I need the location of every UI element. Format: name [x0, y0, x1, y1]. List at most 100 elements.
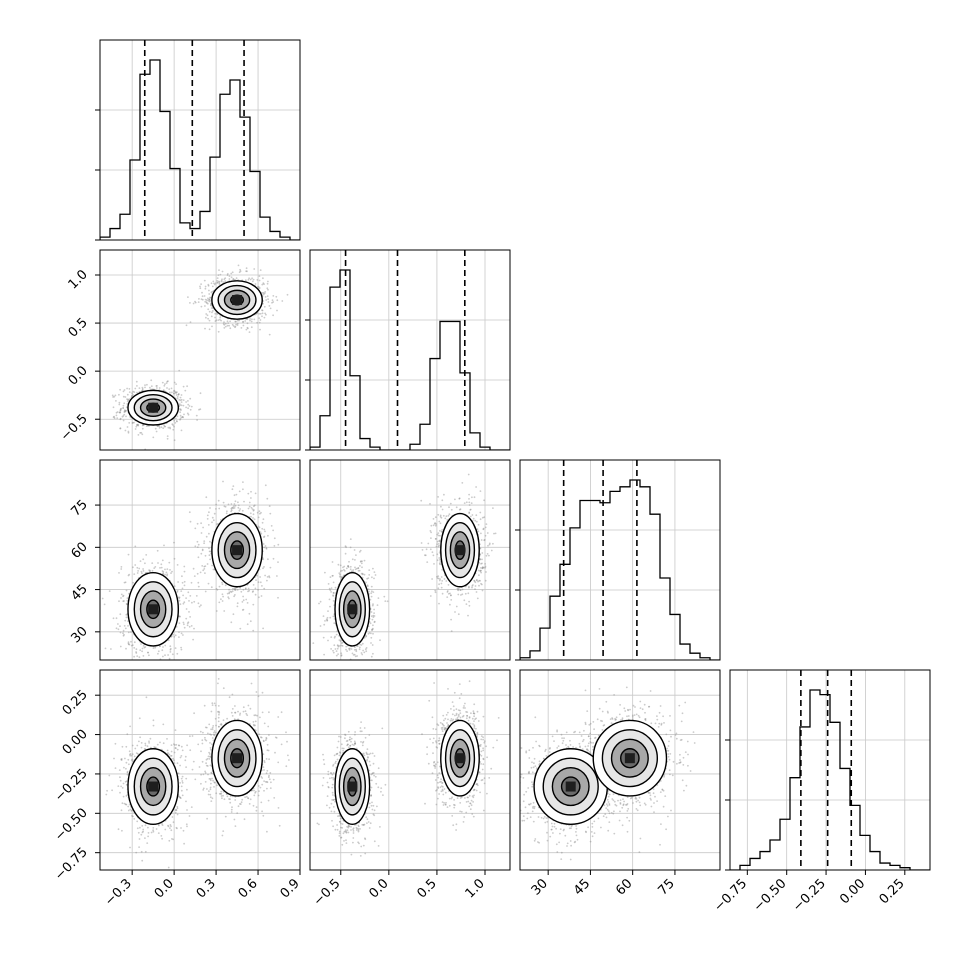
scatter-point — [246, 270, 248, 273]
scatter-point — [258, 275, 261, 277]
scatter-point — [372, 567, 374, 570]
scatter-point — [205, 316, 207, 319]
scatter-point — [369, 676, 371, 678]
scatter-point — [112, 617, 115, 620]
scatter-point — [261, 521, 264, 524]
scatter-point — [347, 565, 349, 568]
scatter-point — [347, 565, 350, 568]
scatter-point — [361, 560, 363, 563]
scatter-point — [183, 565, 186, 568]
scatter-point — [230, 591, 233, 593]
scatter-point — [126, 400, 129, 403]
scatter-point — [436, 577, 439, 579]
scatter-point — [178, 631, 180, 633]
scatter-point — [154, 427, 157, 430]
scatter-point — [136, 385, 138, 387]
scatter-point — [245, 270, 248, 273]
scatter-point — [125, 415, 127, 418]
scatter-point — [319, 600, 322, 603]
scatter-point — [212, 519, 215, 522]
scatter-point — [218, 280, 221, 283]
scatter-point — [162, 389, 165, 391]
scatter-point — [485, 523, 488, 525]
scatter-point — [118, 411, 121, 414]
scatter-point — [440, 586, 443, 589]
scatter-point — [319, 625, 322, 627]
density-peak — [148, 604, 159, 615]
scatter-point — [434, 538, 437, 540]
scatter-point — [219, 273, 222, 276]
scatter-point — [354, 646, 356, 648]
scatter-point — [352, 569, 355, 571]
scatter-point — [127, 643, 130, 646]
scatter-point — [177, 581, 180, 583]
scatter-point — [373, 571, 376, 573]
scatter-point — [371, 628, 374, 631]
scatter-point — [260, 511, 262, 514]
scatter-point — [238, 509, 241, 512]
scatter-point — [371, 629, 373, 632]
scatter-point — [222, 595, 225, 598]
scatter-point — [358, 648, 361, 651]
scatter-point — [233, 595, 236, 598]
scatter-point — [200, 298, 203, 301]
scatter-point — [373, 577, 375, 580]
scatter-point — [216, 313, 219, 315]
scatter-point — [240, 590, 243, 593]
scatter-point — [371, 576, 373, 579]
scatter-point — [178, 399, 181, 401]
scatter-point — [206, 302, 209, 305]
scatter-point — [127, 574, 130, 577]
scatter-point — [166, 437, 169, 440]
scatter-point — [176, 391, 178, 393]
scatter-point — [122, 632, 124, 635]
scatter-point — [436, 533, 439, 536]
scatter-point — [127, 398, 129, 401]
scatter-point — [343, 568, 345, 571]
scatter-point — [242, 488, 244, 491]
scatter-point — [237, 319, 239, 322]
scatter-point — [263, 528, 266, 531]
scatter-point — [142, 568, 145, 570]
scatter-point — [125, 406, 128, 409]
joint-panel-2-1 — [310, 460, 510, 678]
scatter-point — [230, 503, 233, 505]
scatter-point — [175, 383, 178, 385]
scatter-point — [230, 509, 233, 512]
scatter-point — [263, 587, 266, 590]
scatter-point — [265, 313, 267, 316]
scatter-point — [119, 388, 121, 391]
scatter-point — [122, 419, 125, 422]
scatter-point — [338, 639, 341, 641]
scatter-point — [323, 623, 326, 626]
scatter-point — [454, 611, 456, 613]
scatter-point — [217, 499, 220, 502]
scatter-point — [202, 569, 205, 572]
scatter-point — [257, 285, 259, 288]
scatter-point — [252, 629, 255, 632]
scatter-point — [187, 403, 190, 406]
scatter-point — [250, 320, 253, 323]
scatter-point — [441, 529, 443, 531]
scatter-point — [141, 424, 144, 427]
scatter-point — [218, 601, 221, 604]
scatter-point — [138, 656, 141, 659]
scatter-point — [132, 390, 135, 393]
scatter-point — [155, 662, 157, 664]
scatter-point — [242, 320, 245, 323]
scatter-point — [361, 566, 363, 569]
scatter-point — [349, 647, 351, 650]
y-tick-label: 1.0 — [66, 267, 91, 292]
scatter-point — [480, 539, 483, 541]
scatter-point — [171, 391, 173, 394]
scatter-point — [192, 302, 195, 305]
scatter-point — [372, 624, 374, 627]
scatter-point — [369, 598, 372, 601]
scatter-point — [266, 287, 269, 290]
scatter-point — [239, 270, 242, 272]
scatter-point — [331, 561, 334, 563]
scatter-point — [429, 595, 432, 597]
scatter-point — [193, 627, 195, 630]
scatter-point — [118, 403, 121, 406]
scatter-point — [212, 568, 215, 571]
